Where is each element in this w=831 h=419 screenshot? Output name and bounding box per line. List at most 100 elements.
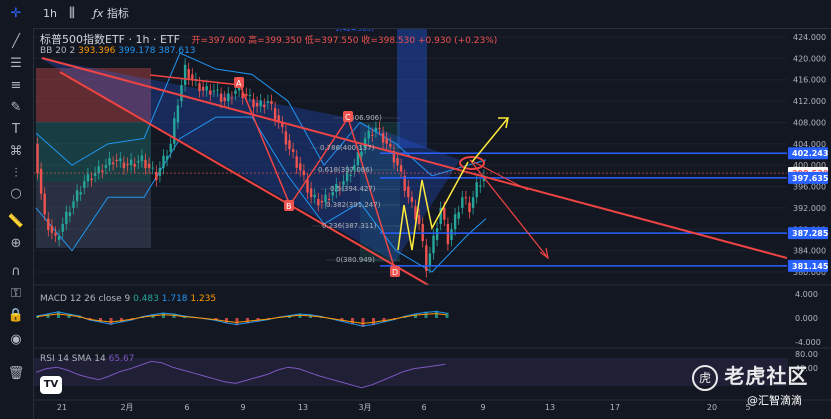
- bb-legend: BB 20 2 393.396 399.178 387.613: [40, 46, 196, 56]
- symbol-name[interactable]: 标普500指数ETF: [40, 33, 125, 46]
- circle-icon[interactable]: ○: [10, 186, 22, 201]
- candle-body: [255, 102, 259, 107]
- pattern-marker[interactable]: [343, 111, 353, 122]
- macd-histogram-bar: [162, 312, 165, 318]
- x-tick-label: 21: [57, 403, 67, 412]
- candle-body: [374, 127, 378, 132]
- brush-icon[interactable]: ✎: [10, 100, 22, 115]
- parallel-channel-icon[interactable]: ≡: [10, 78, 22, 93]
- macd-line: [36, 311, 447, 327]
- candle-body: [291, 149, 295, 153]
- signal-line: [36, 313, 447, 324]
- candle-body: [126, 163, 129, 166]
- rsi-legend: RSI 14 SMA 14 65.67: [40, 354, 134, 364]
- text-icon[interactable]: T: [12, 122, 20, 137]
- x-tick-label: 13: [298, 403, 308, 412]
- macd-histogram-bar: [424, 311, 428, 318]
- fib-icon[interactable]: ⫶: [14, 166, 18, 181]
- candle-body: [428, 253, 432, 267]
- price-tag: [788, 259, 828, 272]
- candle-body: [378, 127, 381, 129]
- trend-line-icon[interactable]: ╱: [12, 34, 20, 49]
- magnet-icon[interactable]: ∩: [11, 264, 21, 279]
- trash-icon[interactable]: 🗑: [7, 366, 25, 381]
- candle-body: [410, 197, 414, 202]
- rsi-tick-label: 80.00: [795, 350, 818, 359]
- crosshair-icon[interactable]: ✛: [10, 6, 22, 21]
- candle-body: [313, 194, 316, 198]
- price-tag-label: 397.635: [792, 174, 829, 183]
- candle-body: [50, 225, 54, 233]
- candle-body: [39, 168, 43, 194]
- eye-icon[interactable]: ◉: [10, 332, 22, 347]
- candle-body: [65, 211, 68, 224]
- candle-body: [453, 214, 457, 230]
- candle-body: [335, 184, 338, 192]
- pattern-marker[interactable]: [234, 77, 244, 88]
- candle-body: [356, 152, 360, 166]
- pattern-marker[interactable]: [284, 200, 294, 211]
- candle-body: [234, 90, 237, 94]
- zoom-icon[interactable]: ⊕: [10, 236, 22, 251]
- candle-body: [176, 105, 180, 123]
- candle-body: [259, 100, 262, 107]
- price-tick-label: 396.000: [793, 183, 826, 192]
- lock-icon[interactable]: 🔒: [7, 308, 25, 323]
- candle-body: [381, 133, 385, 143]
- down-arrow-line-2: [469, 159, 529, 191]
- candle-body: [273, 108, 277, 120]
- candle-body: [371, 134, 374, 136]
- interval-button[interactable]: 1h: [43, 7, 57, 20]
- candle-body: [270, 101, 273, 104]
- ruler-icon[interactable]: 📏: [7, 214, 25, 229]
- candle-body: [277, 115, 280, 123]
- price-tick-label: 424.000: [793, 33, 826, 42]
- bb-upper-band: [35, 52, 487, 177]
- horizontal-lines-icon[interactable]: ☰: [10, 56, 22, 71]
- candle-body: [43, 193, 46, 215]
- macd-histogram-bar: [351, 318, 354, 325]
- bb-label[interactable]: BB 20 2: [40, 46, 76, 56]
- candle-body: [324, 194, 327, 203]
- candle-body: [108, 158, 111, 166]
- price-tick-label: 420.000: [793, 54, 826, 63]
- candle-body: [435, 228, 439, 240]
- macd-histogram-bar: [225, 318, 228, 324]
- rsi-label[interactable]: RSI 14 SMA 14: [40, 354, 106, 364]
- pattern-marker-label: A: [236, 79, 242, 88]
- candle-body: [241, 92, 244, 99]
- x-tick-label: 13: [545, 403, 555, 412]
- candle-body: [57, 236, 61, 240]
- pattern-icon[interactable]: ⌘: [9, 144, 23, 159]
- x-tick-label: 9: [240, 403, 245, 412]
- candle-body: [155, 171, 158, 181]
- rsi-value: 65.67: [108, 354, 135, 364]
- candle-body: [205, 86, 208, 91]
- forecast-zone: [397, 29, 427, 148]
- macd-legend: MACD 12 26 close 9 0.483 1.718 1.235: [40, 294, 216, 304]
- bb-value-3: 387.613: [158, 46, 196, 56]
- indicators-button[interactable]: ƒx 指标: [93, 5, 129, 23]
- candle-body: [212, 90, 216, 92]
- candle-type-icon[interactable]: ⫼: [69, 6, 75, 21]
- macd-value-3: 1.235: [190, 294, 217, 304]
- candle-body: [317, 199, 320, 206]
- down-arrow-head: [539, 247, 549, 260]
- candle-body: [36, 143, 39, 174]
- macd-label[interactable]: MACD 12 26 close 9: [40, 294, 131, 304]
- candle-body: [266, 101, 270, 103]
- candle-body: [111, 162, 115, 165]
- pattern-marker-label: D: [392, 268, 398, 277]
- candle-body: [223, 97, 226, 102]
- pattern-marker[interactable]: [390, 266, 400, 277]
- candle-body: [144, 159, 147, 169]
- lock-draw-icon[interactable]: ⚿: [11, 286, 21, 301]
- price-tick-label: 404.000: [793, 140, 826, 149]
- candle-body: [439, 207, 442, 224]
- candle-body: [392, 150, 396, 163]
- candle-body: [457, 212, 460, 219]
- candle-body: [396, 158, 399, 166]
- candle-body: [331, 191, 334, 196]
- candle-body: [281, 122, 284, 128]
